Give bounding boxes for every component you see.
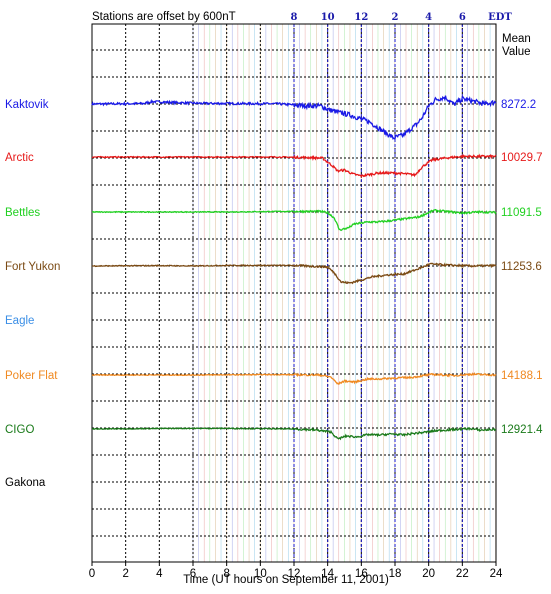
edt-tick-label: 10 [321,12,335,23]
header-note: Stations are offset by 600nT [92,11,236,23]
station-label-eagle: Eagle [5,315,34,327]
edt-tick-label: 6 [459,12,466,23]
edt-tick-label: 4 [425,12,432,23]
x-tick-label: 22 [456,568,469,580]
x-axis-ticks: 0 2 4 6 8 10 12 14 16 18 20 22 24 [89,562,503,580]
x-tick-label: 12 [288,568,301,580]
x-tick-label: 24 [490,568,503,580]
x-tick-label: 18 [389,568,402,580]
edt-tick-label: EDT [488,12,512,23]
station-label-kaktovik: Kaktovik [5,99,49,111]
x-tick-label: 20 [422,568,435,580]
trace-poker-flat [91,372,497,385]
edt-tick-label: 8 [291,12,298,23]
station-label-bettles: Bettles [5,207,40,219]
x-tick-label: 6 [190,568,196,580]
top-axis-edt-ticks: 8 10 12 2 4 6 EDT [291,12,513,23]
mean-value-cigo: 12921.4 [501,424,543,436]
station-label-cigo: CIGO [5,424,34,436]
mean-value-kaktovik: 8272.2 [501,99,536,111]
x-tick-label: 4 [156,568,163,580]
mean-header-line1: Mean [502,33,531,45]
station-labels: Kaktovik Arctic Bettles Fort Yukon Eagle Poke… [5,99,60,489]
edt-tick-label: 2 [392,12,399,23]
mean-value-arctic: 10029.7 [501,152,543,164]
station-label-poker-flat: Poker Flat [5,370,58,382]
trace-cigo [91,427,497,441]
station-traces [91,95,497,441]
x-tick-label: 14 [321,568,334,580]
mean-value-fort-yukon: 11253.6 [501,261,542,273]
station-label-gakona: Gakona [5,477,46,489]
trace-fort-yukon [91,262,497,285]
x-tick-label: 0 [89,568,95,580]
mean-header-line2: Value [502,46,531,58]
trace-arctic [91,153,497,179]
x-tick-label: 16 [355,568,368,580]
edt-tick-label: 12 [354,12,368,23]
trace-bettles [92,208,497,232]
station-label-fort-yukon: Fort Yukon [5,261,60,273]
mean-value-poker-flat: 14188.1 [501,370,543,382]
station-label-arctic: Arctic [5,152,34,164]
x-tick-label: 8 [223,568,229,580]
x-tick-label: 10 [254,568,267,580]
trace-kaktovik [91,95,497,140]
x-tick-label: 2 [122,568,128,580]
mean-values: 8272.2 10029.7 11091.5 11253.6 14188.1 12921.… [501,99,543,436]
x-axis-label: Time (UT hours on September 11, 2001) [183,574,389,586]
mean-value-bettles: 11091.5 [501,207,542,219]
